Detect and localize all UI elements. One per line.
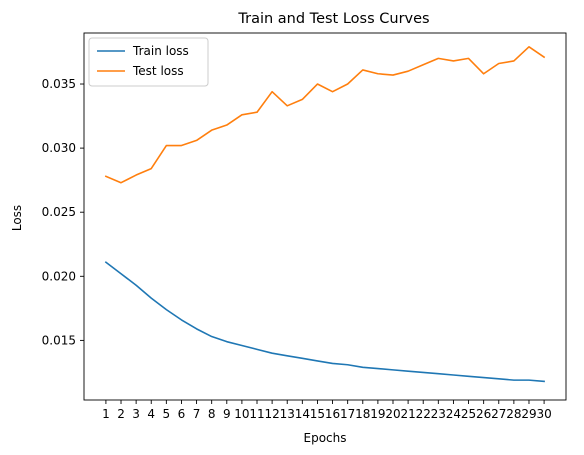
x-tick-label: 15 — [310, 407, 325, 421]
x-tick-label: 19 — [370, 407, 385, 421]
x-tick-label: 11 — [249, 407, 264, 421]
x-tick-label: 24 — [446, 407, 461, 421]
x-tick-label: 29 — [521, 407, 536, 421]
y-tick-label: 0.020 — [42, 269, 76, 283]
series-line-2 — [104, 46, 546, 184]
x-tick-label: 21 — [400, 407, 415, 421]
x-tick-label: 22 — [416, 407, 431, 421]
x-tick-label: 13 — [280, 407, 295, 421]
x-tick-label: 12 — [264, 407, 279, 421]
plot-frame — [83, 32, 567, 401]
x-tick-label: 14 — [295, 407, 310, 421]
x-tick-label: 20 — [385, 407, 400, 421]
legend-box — [88, 37, 209, 87]
legend: Train loss Test loss — [88, 37, 209, 87]
x-tick-label: 2 — [117, 407, 125, 421]
x-tick-label: 1 — [102, 407, 110, 421]
x-tick-label: 6 — [178, 407, 186, 421]
axes-layer: 1 2 3 4 5 6 7 8 9 10 11 12 13 14 15 16 17 18 19 20 21 22 23 24 2… — [42, 32, 567, 421]
x-tick-label: 26 — [476, 407, 491, 421]
x-tick-label: 16 — [325, 407, 340, 421]
series-line-1 — [104, 261, 545, 383]
x-axis-label: Epochs — [304, 431, 347, 445]
y-tick-label: 0.030 — [42, 141, 76, 155]
series-layer — [104, 46, 546, 383]
legend-label-2: Test loss — [132, 64, 184, 78]
x-tick-label: 5 — [163, 407, 171, 421]
y-tick-label: 0.015 — [42, 333, 76, 347]
x-tick-label: 25 — [461, 407, 476, 421]
x-tick-label: 28 — [506, 407, 521, 421]
x-tick-label: 18 — [355, 407, 370, 421]
x-tick-label: 8 — [208, 407, 216, 421]
y-tick-label: 0.025 — [42, 205, 76, 219]
x-tick-label: 10 — [234, 407, 249, 421]
x-tick-label: 7 — [193, 407, 201, 421]
legend-label-1: Train loss — [132, 44, 189, 58]
chart-title: Train and Test Loss Curves — [237, 11, 429, 27]
x-tick-label: 30 — [536, 407, 551, 421]
x-tick-label: 4 — [147, 407, 155, 421]
x-tick-label: 27 — [491, 407, 506, 421]
x-tick-label: 3 — [132, 407, 140, 421]
x-tick-label: 17 — [340, 407, 355, 421]
x-tick-label: 23 — [431, 407, 446, 421]
x-tick-label: 9 — [223, 407, 231, 421]
y-axis-label: Loss — [10, 205, 24, 231]
y-tick-label: 0.035 — [42, 77, 76, 91]
